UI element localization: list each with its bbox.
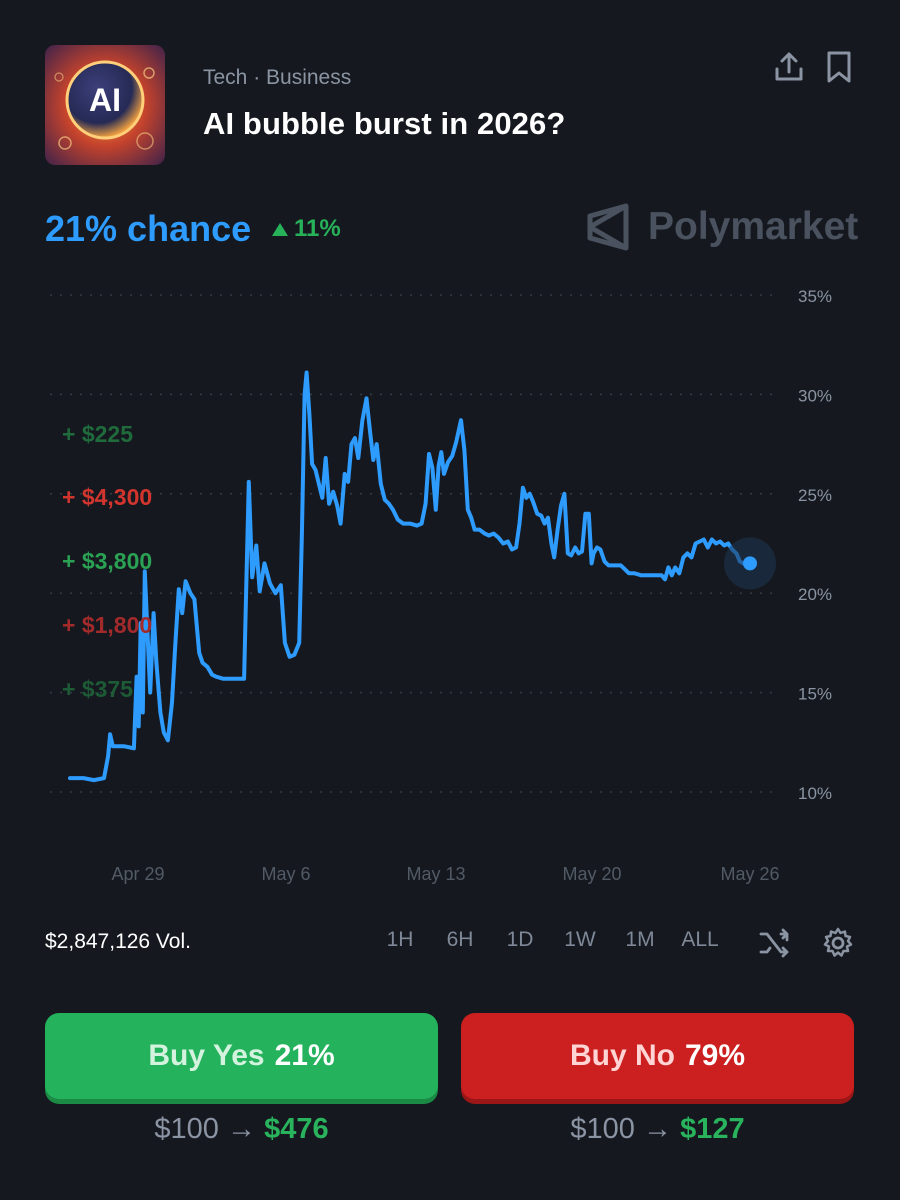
arrow-right-icon: → [227, 1113, 256, 1145]
share-button[interactable] [772, 50, 806, 84]
x-tick-label: May 26 [720, 864, 779, 884]
triangle-up-icon [272, 222, 288, 236]
brand-name: Polymarket [648, 205, 859, 248]
market-thumbnail: AI [45, 45, 165, 165]
current-point [743, 556, 757, 571]
recent-trade-3: + $3,800 [62, 548, 153, 574]
y-tick-label: 15% [798, 685, 832, 704]
buy-no-label: Buy No [569, 1039, 675, 1072]
range-1m[interactable]: 1M [625, 928, 655, 951]
x-tick-label: May 6 [261, 864, 310, 884]
range-1h[interactable]: 1H [386, 928, 414, 951]
no-payout: $100 → $127 [461, 1113, 854, 1146]
x-tick-label: Apr 29 [111, 864, 164, 884]
recent-trade-2: + $4,300 [62, 484, 153, 510]
y-tick-label: 35% [798, 287, 832, 306]
share-icon [775, 52, 803, 81]
no-payout-to: $127 [680, 1113, 745, 1145]
y-tick-label: 30% [798, 386, 832, 405]
gear-icon [823, 927, 853, 957]
recent-trade-4: + $1,800 [62, 612, 153, 638]
buy-yes-button[interactable]: Buy Yes 21% [45, 1013, 438, 1099]
chance-value: 21% chance [45, 208, 252, 249]
y-tick-label: 25% [798, 486, 832, 505]
brand-watermark: Polymarket [586, 203, 858, 251]
buy-no-pct: 79% [684, 1039, 746, 1072]
thumbnail-text: AI [89, 82, 121, 118]
arrow-right-icon: → [643, 1113, 672, 1145]
yes-payout-to: $476 [264, 1113, 329, 1145]
y-tick-label: 20% [798, 585, 832, 604]
range-1w[interactable]: 1W [564, 928, 596, 951]
range-all[interactable]: ALL [681, 928, 719, 951]
shuffle-button[interactable] [757, 926, 791, 960]
yes-payout-from: $100 [154, 1113, 219, 1145]
chance-delta-value: 11% [294, 215, 341, 242]
buy-yes-pct: 21% [274, 1039, 335, 1072]
buy-yes-label: Buy Yes [148, 1039, 265, 1072]
series-line [68, 370, 752, 783]
time-range-selector: 1H 6H 1D 1W 1M ALL [370, 928, 730, 952]
recent-trade-1: + $225 [62, 421, 133, 447]
volume-label: $2,847,126 Vol. [45, 930, 191, 953]
x-tick-label: May 20 [562, 864, 621, 884]
shuffle-icon [759, 928, 789, 958]
y-tick-label: 10% [798, 784, 832, 803]
bookmark-button[interactable] [822, 50, 856, 84]
recent-trade-5: + $375 [62, 676, 133, 702]
settings-button[interactable] [821, 926, 855, 960]
bookmark-icon [827, 51, 851, 83]
range-6h[interactable]: 6H [446, 928, 474, 951]
no-payout-from: $100 [570, 1113, 635, 1145]
market-title: AI bubble burst in 2026? [203, 106, 566, 141]
buy-no-button[interactable]: Buy No 79% [461, 1013, 854, 1099]
market-category[interactable]: Tech · Business [203, 66, 352, 89]
polymarket-logo-icon [587, 203, 629, 251]
chance-delta: 11% [272, 215, 341, 243]
yes-payout: $100 → $476 [45, 1113, 438, 1146]
x-tick-label: May 13 [406, 864, 465, 884]
price-chart[interactable]: 35% 30% 25% 20% 15% 10% Apr 29 May 6 May 13 May … [0, 270, 900, 900]
range-1d[interactable]: 1D [506, 928, 534, 951]
